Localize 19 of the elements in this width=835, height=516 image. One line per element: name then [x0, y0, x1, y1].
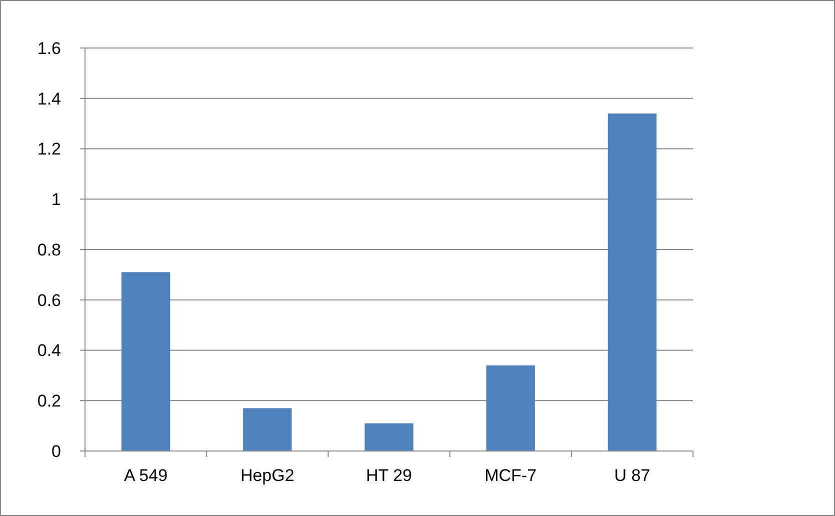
bar [486, 365, 535, 451]
y-tick-label: 1.4 [37, 89, 61, 108]
bar [121, 272, 170, 451]
x-tick-label: HT 29 [366, 466, 412, 485]
y-tick-label: 0.8 [37, 240, 61, 260]
bar [243, 408, 292, 451]
y-tick-label: 1 [52, 190, 61, 210]
y-tick-label: 1.6 [37, 38, 61, 58]
y-tick-label: 0.4 [37, 341, 61, 360]
y-tick-label: 1.2 [37, 140, 61, 159]
bar [608, 113, 657, 451]
y-tick-label: 0 [52, 442, 61, 461]
x-tick-label: U 87 [614, 466, 650, 485]
y-tick-label: 0.2 [37, 392, 61, 411]
x-tick-label: MCF-7 [484, 466, 537, 485]
y-tick-label: 0.6 [37, 290, 61, 310]
x-tick-label: A 549 [124, 466, 168, 485]
bar [364, 423, 414, 451]
x-tick-label: HepG2 [240, 466, 294, 485]
